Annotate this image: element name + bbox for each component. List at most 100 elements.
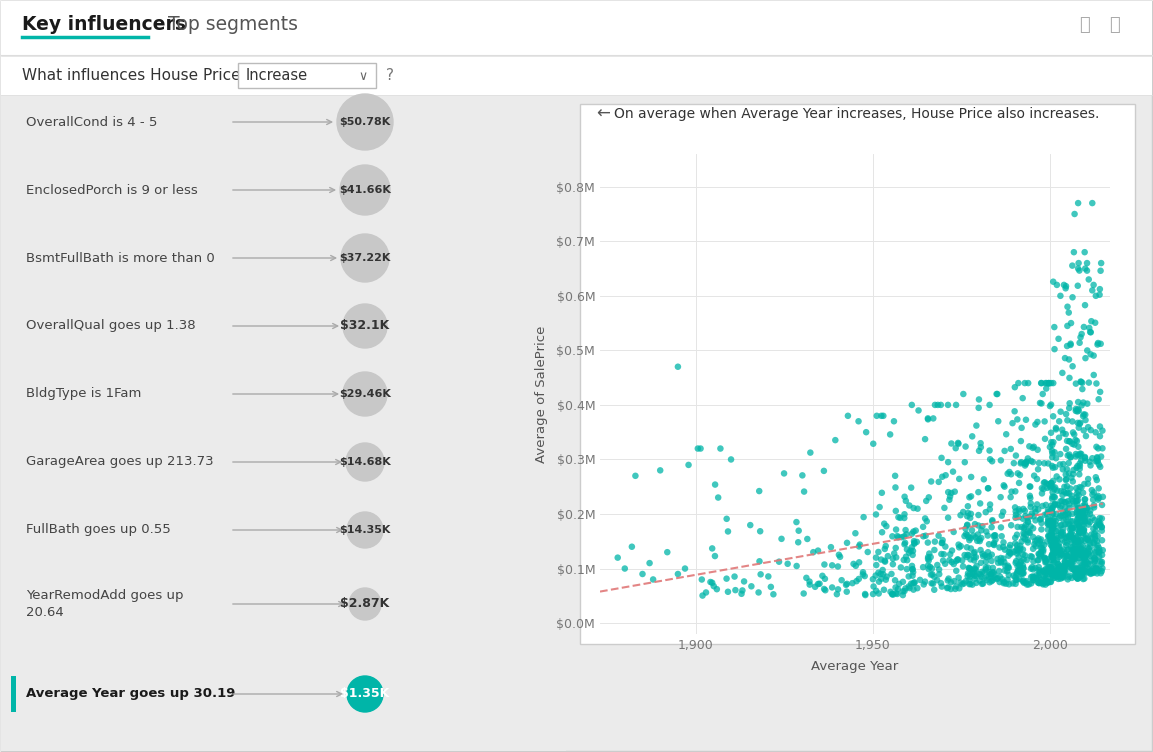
Point bbox=[985, 566, 1003, 578]
Point bbox=[914, 530, 933, 542]
Point bbox=[1065, 552, 1084, 564]
Point bbox=[1000, 569, 1018, 581]
Point bbox=[1078, 562, 1097, 574]
Point bbox=[794, 486, 813, 498]
Point bbox=[1052, 547, 1070, 559]
Point bbox=[929, 563, 948, 575]
Point bbox=[1045, 491, 1063, 503]
Point bbox=[1058, 573, 1077, 585]
Text: Key influencers: Key influencers bbox=[22, 16, 186, 35]
Point bbox=[1058, 550, 1077, 562]
Point bbox=[971, 437, 989, 449]
Point bbox=[994, 541, 1012, 553]
Text: $41.66K: $41.66K bbox=[339, 185, 391, 195]
Point bbox=[970, 509, 988, 521]
Point bbox=[1046, 565, 1064, 577]
Point bbox=[947, 399, 965, 411]
Point bbox=[1091, 289, 1109, 301]
Point bbox=[979, 546, 997, 558]
Point bbox=[982, 549, 1001, 561]
Point bbox=[1018, 578, 1037, 590]
Point bbox=[1068, 462, 1086, 474]
Point bbox=[669, 568, 687, 580]
Point bbox=[881, 586, 899, 598]
Point bbox=[1091, 461, 1109, 473]
Point bbox=[1002, 486, 1020, 498]
Point bbox=[895, 512, 913, 524]
Point bbox=[1015, 577, 1033, 589]
Point bbox=[815, 465, 834, 477]
Text: OverallCond is 4 - 5: OverallCond is 4 - 5 bbox=[27, 116, 157, 129]
Point bbox=[1009, 521, 1027, 533]
Point bbox=[764, 588, 783, 600]
Point bbox=[1077, 532, 1095, 544]
Point bbox=[1062, 562, 1080, 575]
Point bbox=[998, 468, 1017, 480]
Point bbox=[958, 529, 977, 541]
Point bbox=[1073, 508, 1092, 520]
Point bbox=[1016, 577, 1034, 589]
Point bbox=[1088, 337, 1107, 349]
Point bbox=[1082, 424, 1100, 436]
Point bbox=[1015, 503, 1033, 515]
Point bbox=[1069, 535, 1087, 547]
Point bbox=[881, 429, 899, 441]
Point bbox=[949, 553, 967, 566]
Point bbox=[1058, 554, 1077, 566]
Point bbox=[922, 475, 941, 487]
Point bbox=[1040, 478, 1058, 490]
Point bbox=[1086, 547, 1105, 559]
Point bbox=[888, 530, 906, 542]
Point bbox=[1055, 565, 1073, 577]
Point bbox=[1013, 548, 1032, 560]
Point bbox=[1053, 572, 1071, 584]
Point bbox=[1075, 499, 1093, 511]
Point bbox=[867, 552, 886, 564]
Point bbox=[997, 428, 1016, 440]
Point bbox=[1063, 544, 1082, 556]
Point bbox=[886, 547, 904, 559]
Point bbox=[1045, 539, 1063, 551]
Point bbox=[1067, 570, 1085, 582]
Point bbox=[1048, 571, 1067, 583]
Point bbox=[1071, 523, 1090, 535]
Point bbox=[1049, 499, 1068, 511]
Point bbox=[1009, 377, 1027, 389]
Point bbox=[1075, 396, 1093, 408]
Point bbox=[1093, 544, 1111, 556]
Point bbox=[1090, 547, 1108, 559]
Point bbox=[1050, 569, 1069, 581]
Point bbox=[906, 525, 925, 537]
Point bbox=[1008, 547, 1026, 559]
Point bbox=[1045, 549, 1063, 561]
Point bbox=[1050, 561, 1069, 573]
Point bbox=[1090, 459, 1108, 471]
Point bbox=[1070, 405, 1088, 417]
Point bbox=[815, 583, 834, 595]
Point bbox=[1061, 502, 1079, 514]
Point bbox=[903, 563, 921, 575]
Point bbox=[1073, 383, 1092, 395]
Point bbox=[1052, 510, 1070, 522]
Point bbox=[1008, 543, 1026, 555]
Point bbox=[1020, 441, 1039, 453]
Point bbox=[1039, 504, 1057, 516]
Point bbox=[1019, 578, 1038, 590]
Point bbox=[1047, 471, 1065, 483]
Point bbox=[917, 495, 935, 507]
Point bbox=[1064, 548, 1083, 560]
Point bbox=[1045, 556, 1063, 568]
Point bbox=[822, 541, 841, 553]
Point bbox=[1078, 257, 1097, 269]
Point bbox=[1088, 490, 1107, 502]
Point bbox=[1071, 562, 1090, 574]
Point bbox=[1041, 514, 1060, 526]
Point bbox=[929, 476, 948, 488]
Text: BldgType is 1Fam: BldgType is 1Fam bbox=[27, 387, 142, 401]
Point bbox=[922, 562, 941, 575]
Point bbox=[933, 537, 951, 549]
Point bbox=[894, 589, 912, 601]
Point bbox=[829, 584, 847, 596]
Point bbox=[1057, 340, 1076, 352]
Point bbox=[960, 512, 979, 524]
